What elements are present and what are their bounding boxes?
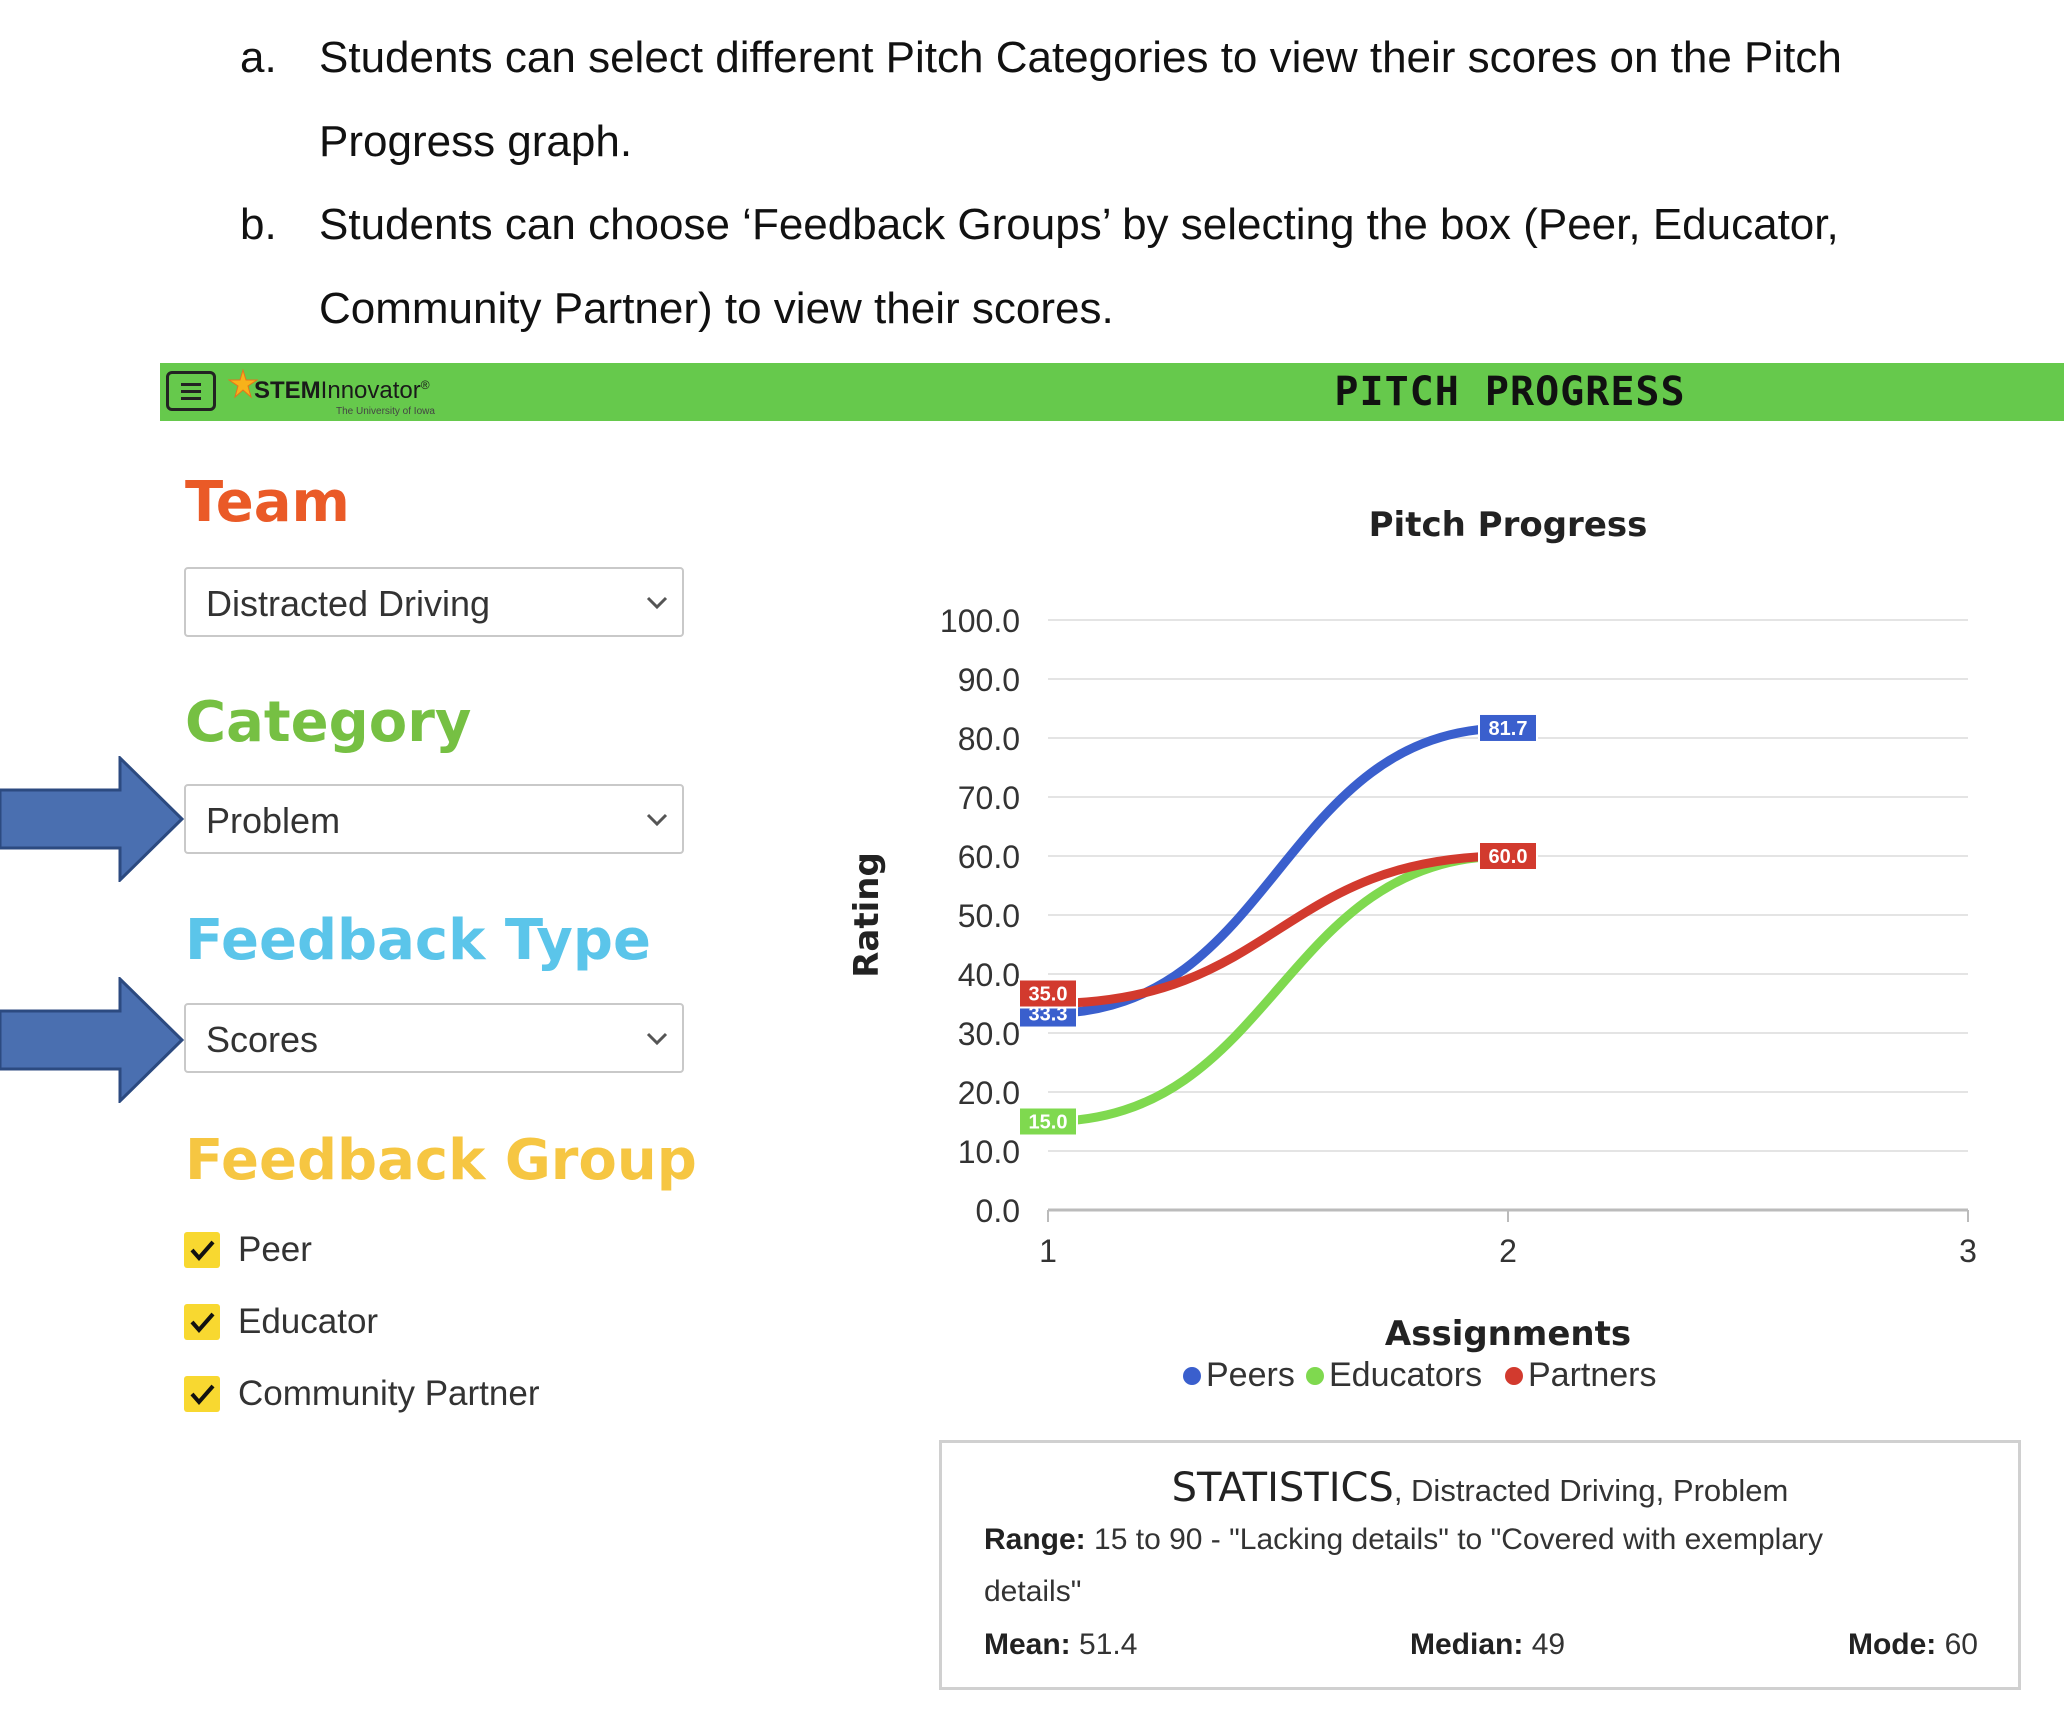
statistics-mode: Mode: 60 [1848,1628,1978,1662]
statistics-range: Range: 15 to 90 - "Lacking details" to "… [984,1523,1823,1557]
range-label: Range: [984,1523,1086,1556]
y-tick-label: 30.0 [958,1016,1020,1052]
category-label: Category [185,690,472,755]
checkbox-educator[interactable] [184,1304,220,1340]
x-tick-label: 3 [1959,1233,1977,1269]
y-tick-label: 70.0 [958,780,1020,816]
annotation-arrow-category [0,756,185,882]
series-line-partners [1043,851,1513,1008]
legend-marker-peers [1183,1367,1201,1385]
pitch-progress-chart: Pitch Progress 100.0 90.0 80.0 70.0 60.0 50.0 4… [840,490,2040,1410]
hamburger-icon [181,383,201,386]
data-label-box [1018,978,1078,1009]
page-title: PITCH PROGRESS [1334,369,1686,415]
category-select[interactable]: Problem [184,784,684,854]
feedback-type-select[interactable]: Scores [184,1003,684,1073]
median-label: Median: [1410,1628,1524,1661]
data-label: 81.7 [1489,718,1528,740]
legend-label-educators: Educators [1329,1356,1482,1394]
x-tick-label: 2 [1499,1233,1517,1269]
feedback-type-select-value: Scores [206,1019,319,1060]
statistics-context: , Distracted Driving, Problem [1393,1473,1789,1508]
checkbox-peer[interactable] [184,1232,220,1268]
data-label: 33.3 [1029,1004,1068,1026]
y-tick-label: 10.0 [958,1134,1020,1170]
y-tick-label: 0.0 [976,1193,1020,1229]
checkmark-icon [190,1384,215,1406]
data-label-box [1478,712,1538,743]
data-label-box [1018,1106,1078,1137]
y-tick-label: 40.0 [958,957,1020,993]
y-tick-label: 60.0 [958,839,1020,875]
x-tick-label: 1 [1039,1233,1057,1269]
star-logo-icon [228,369,258,399]
brand-subtitle: The University of Iowa [336,406,435,417]
brand-bold: STEM [254,377,321,404]
category-select-value: Problem [206,800,341,841]
doc-item-a-marker: a. [240,33,277,82]
feedback-group-label: Feedback Group [185,1128,697,1193]
checkmark-icon [190,1240,215,1262]
range-text-1: 15 to 90 - "Lacking details" to "Covered… [1094,1523,1824,1556]
checkbox-peer-label: Peer [238,1230,312,1269]
mode-value: 60 [1944,1628,1978,1661]
doc-item-a-line-1: Students can select different Pitch Cate… [319,33,1842,82]
chevron-down-icon [646,1032,668,1046]
doc-item-b-line-1: Students can choose ‘Feedback Groups’ by… [319,200,1839,249]
legend-label-peers: Peers [1206,1356,1295,1394]
annotation-arrow-feedback-type [0,977,185,1103]
team-select-value: Distracted Driving [206,583,491,624]
y-tick-label: 20.0 [958,1075,1020,1111]
data-label: 60.0 [1489,846,1528,868]
y-tick-label: 90.0 [958,662,1020,698]
statistics-mean: Mean: 51.4 [984,1628,1137,1662]
legend-label-partners: Partners [1528,1356,1657,1394]
doc-item-b-marker: b. [240,200,277,249]
y-tick-label: 50.0 [958,898,1020,934]
app-header: STEMInnovator® The University of Iowa PI… [160,363,2064,421]
legend-marker-partners [1505,1367,1523,1385]
checkbox-community-partner-label: Community Partner [238,1374,540,1413]
y-axis-label: Rating [847,852,887,978]
mode-label: Mode: [1847,1628,1937,1661]
feedback-type-label: Feedback Type [185,908,651,973]
statistics-range-cont: details" [984,1575,1082,1608]
checkbox-community-partner[interactable] [184,1376,220,1412]
team-label: Team [185,470,350,535]
data-label-box [1478,841,1538,871]
series-line-peers [1043,723,1513,1019]
median-value: 49 [1531,1628,1566,1661]
chevron-down-icon [646,813,668,827]
legend-marker-educators [1306,1367,1324,1385]
statistics-median: Median: 49 [1410,1628,1565,1662]
chevron-down-icon [646,596,668,610]
mean-value: 51.4 [1079,1628,1138,1661]
checkmark-icon [190,1312,215,1334]
doc-item-b-line-2: Community Partner) to view their scores. [319,284,1114,333]
hamburger-menu-button[interactable] [166,371,216,411]
chart-svg: Pitch Progress 100.0 90.0 80.0 70.0 60.0 50.0 4… [847,505,1977,1394]
x-axis-label: Assignments [1385,1314,1631,1354]
chart-title: Pitch Progress [1369,505,1648,545]
doc-item-a-line-2: Progress graph. [319,117,633,166]
team-select[interactable]: Distracted Driving [184,567,684,637]
statistics-heading: STATISTICS [1171,1465,1394,1511]
y-tick-label: 80.0 [958,721,1020,757]
data-label: 15.0 [1029,1112,1068,1134]
mean-label: Mean: [984,1628,1071,1661]
series-line-educators [1043,851,1513,1126]
checkbox-educator-label: Educator [238,1302,379,1341]
brand-rest: Innovator [320,377,421,404]
brand-mark: ® [420,378,430,392]
data-label: 35.0 [1029,984,1068,1006]
y-tick-label: 100.0 [940,603,1020,639]
statistics-panel: STATISTICS, Distracted Driving, Problem … [939,1440,2021,1690]
